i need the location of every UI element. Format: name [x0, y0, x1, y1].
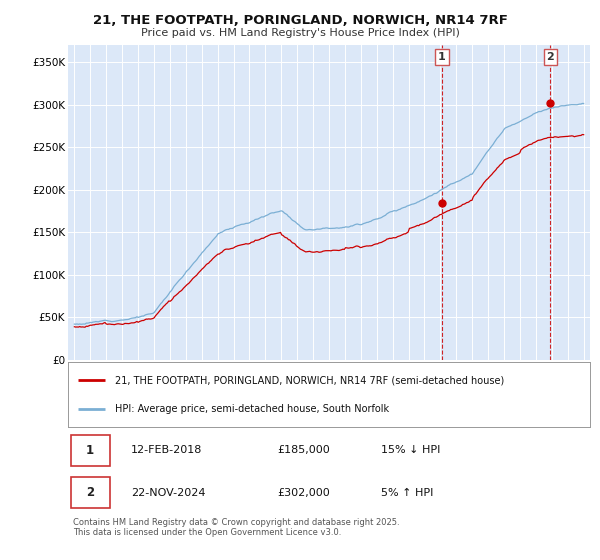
- Text: £185,000: £185,000: [277, 445, 329, 455]
- FancyBboxPatch shape: [71, 477, 110, 508]
- Text: 2: 2: [547, 52, 554, 62]
- Text: Price paid vs. HM Land Registry's House Price Index (HPI): Price paid vs. HM Land Registry's House …: [140, 28, 460, 38]
- Text: 1: 1: [86, 444, 94, 457]
- Text: 21, THE FOOTPATH, PORINGLAND, NORWICH, NR14 7RF (semi-detached house): 21, THE FOOTPATH, PORINGLAND, NORWICH, N…: [115, 375, 504, 385]
- Text: £302,000: £302,000: [277, 488, 329, 498]
- Text: 1: 1: [438, 52, 446, 62]
- FancyBboxPatch shape: [71, 435, 110, 466]
- Text: Contains HM Land Registry data © Crown copyright and database right 2025.
This d: Contains HM Land Registry data © Crown c…: [73, 518, 400, 538]
- Text: 12-FEB-2018: 12-FEB-2018: [131, 445, 202, 455]
- Text: 15% ↓ HPI: 15% ↓ HPI: [381, 445, 440, 455]
- Text: 22-NOV-2024: 22-NOV-2024: [131, 488, 205, 498]
- Text: 2: 2: [86, 486, 94, 500]
- Text: 5% ↑ HPI: 5% ↑ HPI: [381, 488, 434, 498]
- Text: 21, THE FOOTPATH, PORINGLAND, NORWICH, NR14 7RF: 21, THE FOOTPATH, PORINGLAND, NORWICH, N…: [92, 14, 508, 27]
- Text: HPI: Average price, semi-detached house, South Norfolk: HPI: Average price, semi-detached house,…: [115, 404, 389, 414]
